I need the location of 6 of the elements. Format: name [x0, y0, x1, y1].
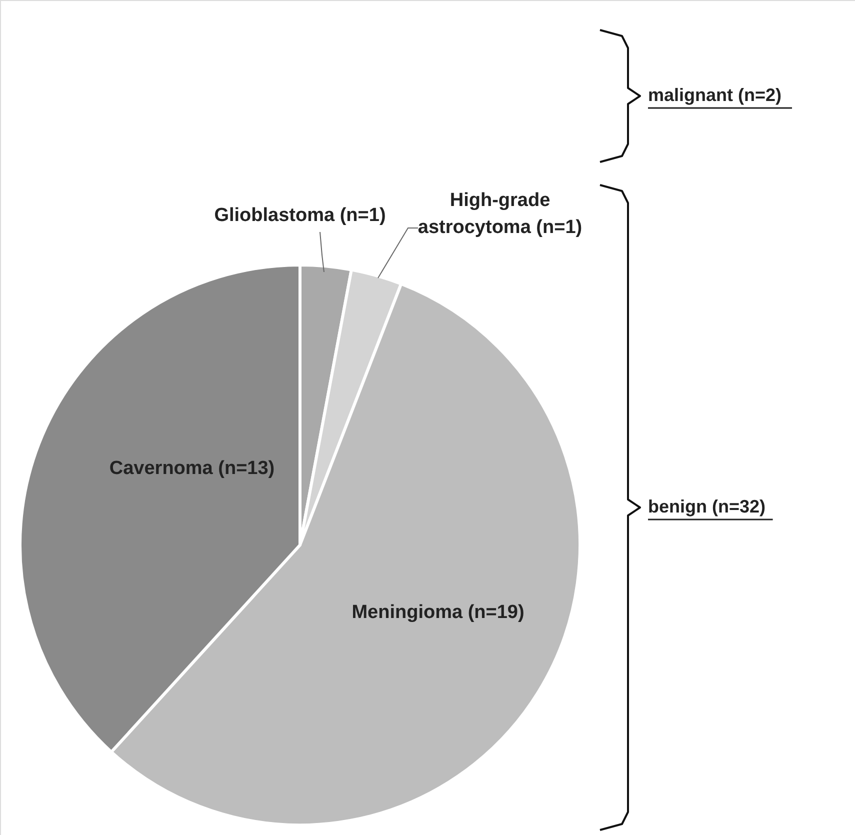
slice-label: Meningioma (n=19) [352, 602, 524, 623]
text: benign (n=32) [648, 496, 766, 516]
slice-label: Glioblastoma (n=1) [214, 205, 386, 226]
slice-label: Cavernoma (n=13) [109, 458, 275, 479]
slice-label: High-grade astrocytoma (n=1) [418, 190, 582, 238]
text: malignant (n=2) [648, 85, 782, 105]
